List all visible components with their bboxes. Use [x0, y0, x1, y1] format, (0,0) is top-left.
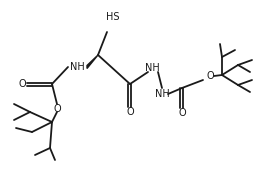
Text: O: O	[53, 104, 60, 114]
Text: O: O	[206, 71, 214, 81]
Text: NH: NH	[144, 63, 159, 73]
Polygon shape	[87, 55, 98, 68]
Text: O: O	[126, 107, 133, 117]
Text: NH: NH	[154, 89, 169, 99]
Text: O: O	[178, 108, 185, 118]
Text: O: O	[18, 79, 26, 89]
Text: NH: NH	[69, 62, 84, 72]
Text: HS: HS	[106, 12, 119, 22]
